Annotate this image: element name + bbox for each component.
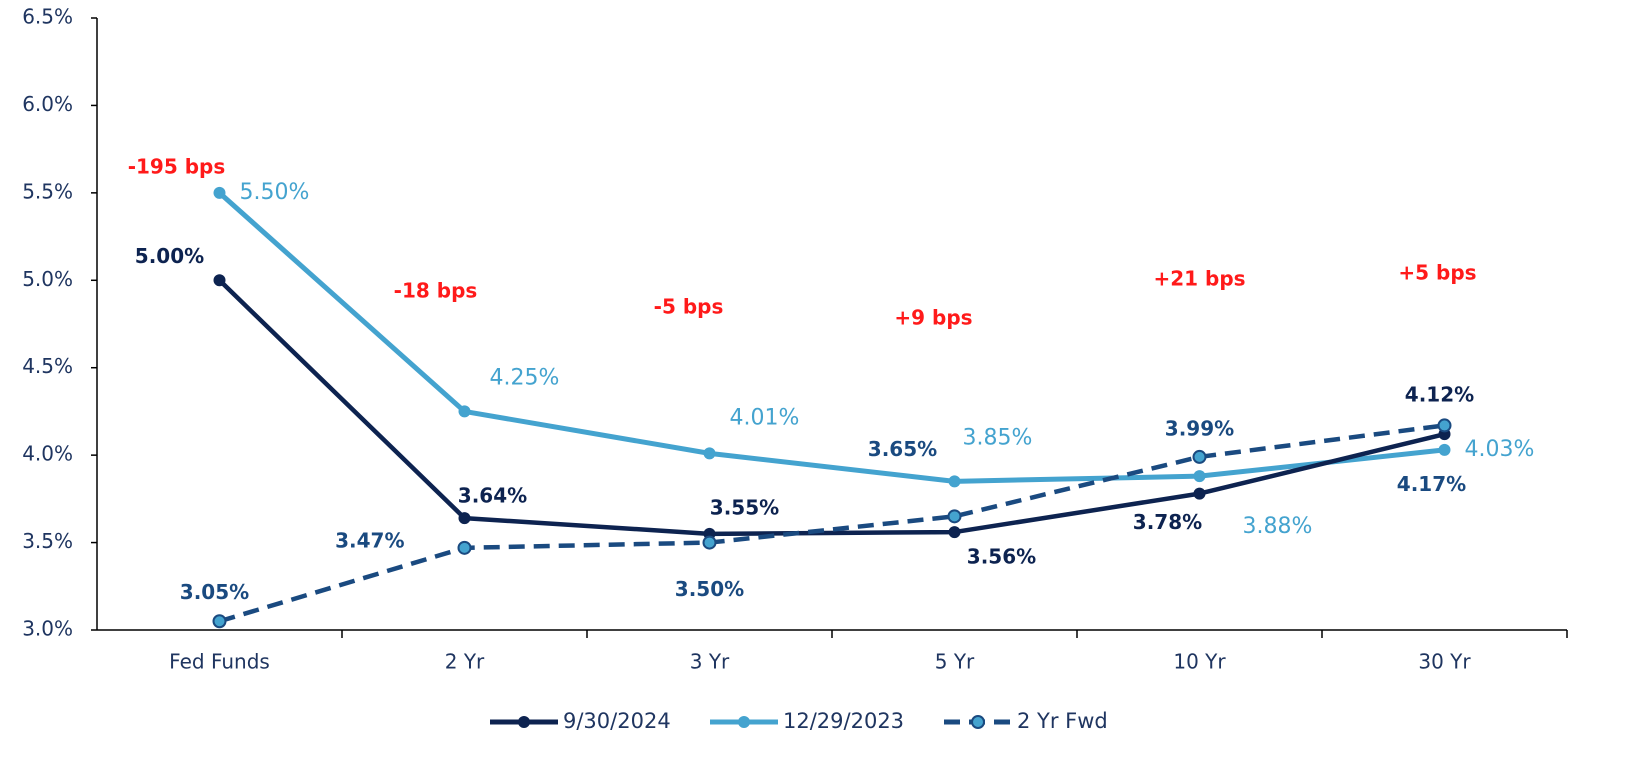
- series-line: [217, 278, 1446, 537]
- x-tick-label: 5 Yr: [935, 650, 975, 674]
- data-label: 3.88%: [1243, 514, 1313, 539]
- legend-label: 2 Yr Fwd: [1017, 709, 1108, 733]
- x-tick-label: 30 Yr: [1418, 650, 1471, 674]
- x-tick-label: 2 Yr: [445, 650, 485, 674]
- y-tick-label: 5.5%: [22, 179, 73, 203]
- data-label: 4.25%: [490, 365, 560, 390]
- y-tick-label: 6.0%: [22, 92, 73, 116]
- data-label: 4.03%: [1465, 437, 1535, 462]
- legend-label: 12/29/2023: [783, 709, 904, 733]
- data-label: 3.05%: [180, 580, 249, 604]
- annotation: -5 bps: [654, 295, 724, 319]
- point: [703, 447, 716, 460]
- point: [947, 509, 962, 524]
- series-line: [218, 423, 1445, 624]
- data-label: 3.78%: [1133, 510, 1202, 534]
- y-tick-label: 3.0%: [22, 617, 73, 641]
- data-label: 4.17%: [1397, 472, 1466, 496]
- point: [213, 274, 226, 287]
- data-label: 4.01%: [730, 405, 800, 430]
- data-label: 3.56%: [967, 545, 1036, 569]
- point: [457, 540, 472, 555]
- y-tick-label: 4.5%: [22, 354, 73, 378]
- point: [458, 512, 471, 525]
- data-label: 3.85%: [963, 425, 1033, 450]
- y-tick-label: 4.0%: [22, 442, 73, 466]
- annotation: -195 bps: [128, 155, 226, 179]
- y-tick-label: 5.0%: [22, 267, 73, 291]
- point: [948, 526, 961, 539]
- y-tick-label: 6.5%: [22, 5, 73, 29]
- point: [1192, 449, 1207, 464]
- series-line: [217, 190, 1445, 484]
- y-tick-label: 3.5%: [22, 529, 73, 553]
- legend-marker: [518, 716, 530, 728]
- point: [458, 405, 471, 418]
- annotation: +9 bps: [894, 306, 972, 330]
- point: [702, 535, 717, 550]
- x-tick-label: 10 Yr: [1173, 650, 1226, 674]
- annotation: +5 bps: [1398, 261, 1476, 285]
- data-label: 4.12%: [1405, 383, 1474, 407]
- point: [212, 614, 227, 629]
- annotation: +21 bps: [1153, 267, 1245, 291]
- point: [1438, 443, 1451, 456]
- point: [1193, 470, 1206, 483]
- data-label: 5.50%: [240, 180, 310, 205]
- point: [948, 475, 961, 488]
- data-label: 5.00%: [135, 244, 204, 268]
- data-label: 3.65%: [868, 437, 937, 461]
- data-label: 3.47%: [335, 528, 404, 552]
- legend-marker: [971, 715, 985, 729]
- point: [213, 186, 226, 199]
- data-label: 3.99%: [1165, 416, 1234, 440]
- x-tick-label: Fed Funds: [169, 650, 270, 674]
- data-label: 3.50%: [675, 577, 744, 601]
- annotation: -18 bps: [394, 279, 478, 303]
- legend-marker: [738, 716, 750, 728]
- x-tick-label: 3 Yr: [690, 650, 730, 674]
- data-label: 3.55%: [710, 495, 779, 519]
- data-label: 3.64%: [458, 484, 527, 508]
- point: [1193, 487, 1206, 500]
- legend-label: 9/30/2024: [563, 709, 671, 733]
- point: [1437, 418, 1452, 433]
